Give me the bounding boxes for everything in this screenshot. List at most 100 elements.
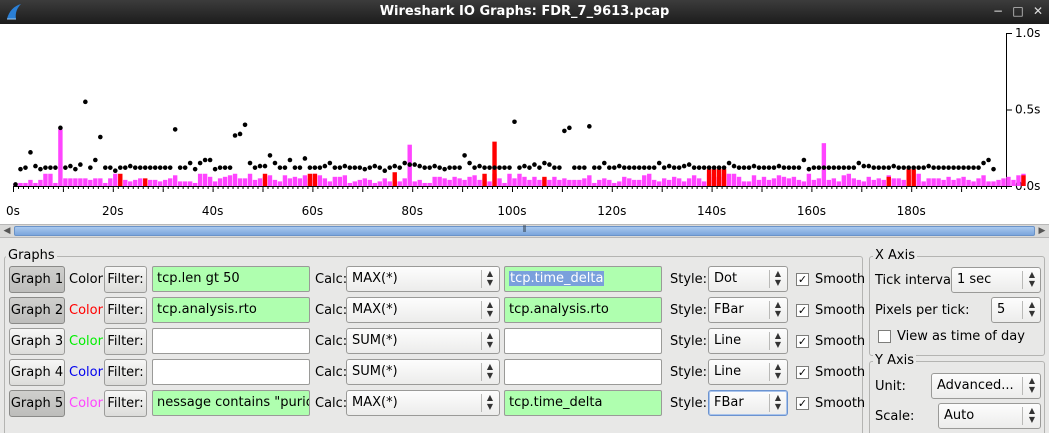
tick-interval-combo[interactable]: 1 sec ▲ ▼ (951, 267, 1041, 293)
graph5-bar (148, 179, 153, 186)
graph-color-label[interactable]: Color (69, 334, 103, 349)
scrollbar-thumb[interactable]: ⦀ (14, 225, 1035, 236)
graph-filter-button[interactable]: Filter: (104, 359, 147, 386)
graph5-bar (327, 181, 333, 186)
graph1-dot (382, 168, 388, 173)
graph-smooth-checkbox[interactable]: ✓ (796, 397, 809, 410)
graph-filter-input[interactable]: tcp.analysis.rto (152, 297, 310, 323)
graph1-dot (582, 165, 587, 170)
graph1-dot (177, 165, 183, 170)
graph-calc-field-input[interactable]: tcp.time_delta (504, 390, 662, 416)
graph-filter-button[interactable]: Filter: (104, 266, 147, 293)
graph1-dot (721, 165, 727, 170)
graph1-dot (731, 163, 737, 169)
graph-4-button[interactable]: Graph 4 (9, 359, 65, 386)
graph-calc-combo[interactable]: SUM(*) ▲ ▼ (346, 359, 500, 385)
unit-combo[interactable]: Advanced... ▲ ▼ (931, 373, 1041, 399)
tick-interval-label: Tick interval: (875, 273, 959, 288)
graph-5-button[interactable]: Graph 5 (9, 390, 65, 417)
graph-color-label[interactable]: Color (69, 365, 103, 380)
graph-style-combo[interactable]: Dot ▲ ▼ (708, 266, 788, 292)
graph5-bar (317, 175, 323, 186)
graph5-bar (477, 179, 482, 186)
graph5-bar (761, 176, 767, 186)
scroll-left-icon[interactable]: ◀ (3, 226, 11, 236)
graph-filter-input[interactable] (152, 359, 310, 385)
graph5-bar (282, 175, 288, 186)
graph-smooth-checkbox[interactable]: ✓ (796, 366, 809, 379)
graph-style-label: Style: (670, 365, 708, 380)
graph5-bar (342, 175, 348, 186)
graph-calc-combo[interactable]: MAX(*) ▲ ▼ (346, 390, 500, 416)
x-axis-frame (869, 256, 1045, 356)
graph-color-label[interactable]: Color (69, 272, 103, 287)
graph1-dot (796, 165, 802, 170)
graph5-bar (567, 179, 572, 186)
graph1-dot (896, 165, 902, 170)
graph1-dot (806, 166, 812, 172)
graph-style-value: FBar (714, 395, 744, 410)
graph1-dot (202, 157, 208, 163)
graph1-dot (287, 157, 293, 163)
x-tick-label: 120s (597, 204, 626, 218)
time-of-day-checkbox[interactable] (878, 330, 891, 343)
graph-filter-button[interactable]: Filter: (104, 297, 147, 324)
updown-arrows-icon: ▲ ▼ (774, 300, 782, 318)
graph5-bar (53, 182, 58, 186)
graph-smooth-checkbox[interactable]: ✓ (796, 335, 809, 348)
graph5-bar (816, 178, 822, 186)
graph5-bar (1006, 176, 1011, 186)
graph-style-combo[interactable]: FBar ▲ ▼ (708, 297, 788, 323)
graph1-dot (43, 165, 48, 170)
graph-calc-combo[interactable]: SUM(*) ▲ ▼ (346, 328, 500, 354)
graph-filter-input[interactable]: nessage contains "puriou" (152, 390, 310, 416)
graph1-dot (242, 122, 248, 128)
graph-style-combo[interactable]: Line ▲ ▼ (708, 359, 788, 385)
graph1-dot (666, 163, 672, 169)
graph1-dot (876, 165, 882, 170)
graph-calc-field-input[interactable]: tcp.analysis.rto (504, 297, 662, 323)
graph1-dot (477, 163, 482, 169)
graph5-bar (452, 176, 457, 186)
title-bar[interactable]: Wireshark IO Graphs: FDR_7_9613.pcap − □… (0, 0, 1049, 24)
graph-filter-input[interactable] (152, 328, 310, 354)
graph-calc-combo[interactable]: MAX(*) ▲ ▼ (346, 297, 500, 323)
graph-calc-field-input[interactable] (504, 359, 662, 385)
graph-style-label: Style: (670, 303, 708, 318)
scale-combo[interactable]: Auto ▲ ▼ (938, 403, 1041, 429)
graph-filter-button[interactable]: Filter: (104, 328, 147, 355)
graph-style-label: Style: (670, 272, 708, 287)
graph-2-button[interactable]: Graph 2 (9, 297, 65, 324)
graph-color-label[interactable]: Color (69, 396, 103, 411)
graph1-dot (267, 153, 273, 158)
graph-1-button[interactable]: Graph 1 (9, 266, 65, 293)
pixels-per-tick-combo[interactable]: 5 ▲ ▼ (991, 297, 1041, 323)
graph-style-combo[interactable]: Line ▲ ▼ (708, 328, 788, 354)
scroll-right-icon[interactable]: ▶ (1038, 226, 1046, 236)
graph-calc-field-input[interactable]: tcp.time_delta (504, 266, 662, 292)
close-icon[interactable]: ✕ (1032, 4, 1044, 18)
graph-smooth-checkbox[interactable]: ✓ (796, 304, 809, 317)
graph1-dot (147, 165, 153, 170)
graph-color-label[interactable]: Color (69, 303, 103, 318)
graph-style-combo[interactable]: FBar ▲ ▼ (708, 390, 788, 416)
graph-filter-button[interactable]: Filter: (104, 390, 147, 417)
io-graph-canvas[interactable]: 1.0s 0.5s 0.0s 0s 20s 40s 60s 80s 100s 120s 140s 16… (0, 24, 1049, 224)
graph-calc-field-input[interactable] (504, 328, 662, 354)
graph1-dot (112, 168, 118, 173)
graph5-bar (78, 178, 83, 186)
graph5-bar (422, 182, 427, 186)
minimize-icon[interactable]: − (992, 4, 1004, 18)
graph-scrollbar[interactable]: ◀ ⦀ ▶ (0, 224, 1049, 238)
graph1-dot (946, 165, 951, 170)
tick-interval-value: 1 sec (957, 272, 992, 287)
graph1-dot (427, 165, 432, 170)
graph-smooth-checkbox[interactable]: ✓ (796, 273, 809, 286)
graph-3-button[interactable]: Graph 3 (9, 328, 65, 355)
graph-calc-field-value: tcp.time_delta (509, 271, 605, 286)
graph-calc-combo[interactable]: MAX(*) ▲ ▼ (346, 266, 500, 292)
graph-filter-input[interactable]: tcp.len gt 50 (152, 266, 310, 292)
maximize-icon[interactable]: □ (1012, 4, 1024, 18)
graph1-dot (78, 162, 83, 167)
graph1-dot (986, 157, 991, 163)
